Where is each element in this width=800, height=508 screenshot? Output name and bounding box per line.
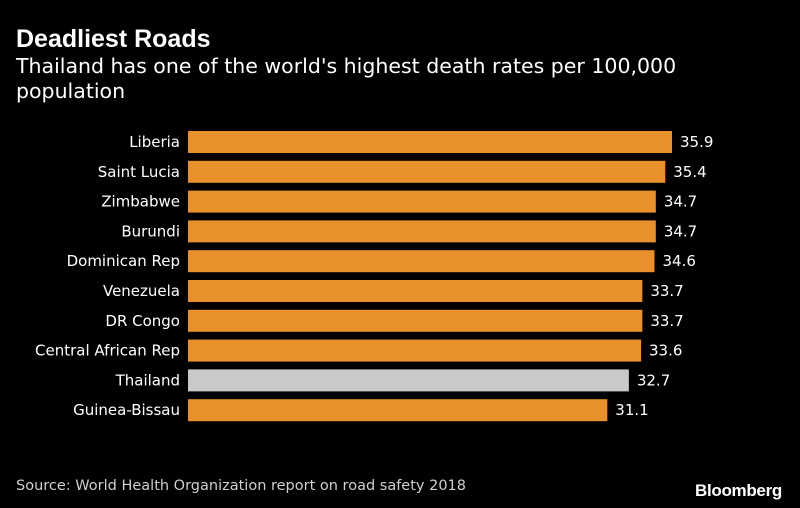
bloomberg-logo: Bloomberg	[694, 481, 782, 500]
value-label: 31.1	[615, 401, 648, 419]
bar-dr-congo	[188, 309, 643, 332]
bar-guinea-bissau	[188, 399, 608, 422]
category-label: Thailand	[115, 371, 180, 389]
bar-burundi	[188, 220, 656, 243]
value-label: 34.6	[662, 252, 695, 270]
category-label: Central African Rep	[35, 342, 180, 360]
category-label: Dominican Rep	[67, 252, 180, 270]
category-label: Venezuela	[103, 282, 180, 300]
value-label: 35.4	[673, 163, 706, 181]
chart-subtitle: Thailand has one of the world's highest …	[16, 54, 677, 103]
category-label: Burundi	[121, 222, 180, 240]
category-label: Guinea-Bissau	[73, 401, 180, 419]
bar-saint-lucia	[188, 160, 666, 183]
source-note: Source: World Health Organization report…	[16, 478, 467, 494]
bar-venezuela	[188, 280, 643, 302]
value-label: 33.7	[650, 282, 683, 300]
value-label: 32.7	[637, 371, 670, 389]
bar-thailand	[188, 369, 629, 392]
category-label: Zimbabwe	[101, 193, 180, 211]
bar-liberia	[188, 131, 672, 153]
category-label: Saint Lucia	[98, 163, 180, 181]
bar-central-african-rep	[188, 339, 641, 362]
value-label: 33.7	[650, 312, 683, 330]
category-label: DR Congo	[105, 312, 180, 330]
bar-dominican-rep	[188, 250, 655, 273]
category-label: Liberia	[129, 133, 180, 151]
chart-title: Deadliest Roads	[16, 25, 211, 53]
value-label: 35.9	[680, 133, 713, 151]
value-label: 34.7	[664, 222, 697, 240]
bar-zimbabwe	[188, 190, 656, 213]
value-label: 33.6	[649, 342, 682, 360]
value-label: 34.7	[664, 193, 697, 211]
